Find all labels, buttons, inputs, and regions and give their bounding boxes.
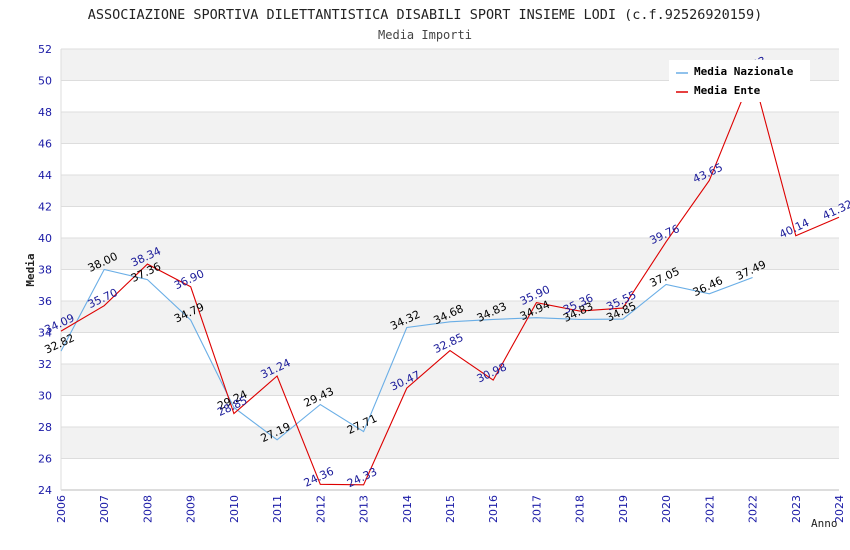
y-tick-label: 46 — [38, 138, 52, 151]
x-tick-label: 2009 — [185, 495, 198, 523]
y-tick-label: 24 — [38, 484, 52, 497]
x-tick-label: 2010 — [228, 495, 241, 523]
data-label: 24.33 — [345, 465, 379, 490]
background-band — [61, 112, 839, 144]
y-tick-labels: 24 26 28 30 32 34 36 38 40 42 44 46 48 50 52 — [38, 43, 52, 497]
x-tick-label: 2020 — [660, 495, 673, 523]
series-line-media-ente — [60, 71, 840, 486]
x-tick-label: 2017 — [530, 495, 543, 523]
plot-background — [61, 49, 839, 459]
chart-title: ASSOCIAZIONE SPORTIVA DILETTANTISTICA DI… — [88, 7, 763, 23]
x-tick-label: 2022 — [747, 495, 760, 523]
x-tick-label: 2023 — [790, 495, 803, 523]
x-tick-label: 2015 — [444, 495, 457, 523]
y-axis-label: Media — [24, 253, 37, 286]
x-tick-label: 2008 — [141, 495, 154, 523]
y-tick-label: 30 — [38, 390, 52, 403]
y-tick-label: 42 — [38, 201, 52, 214]
y-tick-label: 38 — [38, 264, 52, 277]
x-tick-label: 2024 — [833, 495, 846, 523]
series-lines — [60, 71, 840, 486]
legend-label-media-ente: Media Ente — [694, 84, 761, 97]
y-tick-label: 32 — [38, 358, 52, 371]
y-tick-label: 40 — [38, 232, 52, 245]
x-tick-label: 2016 — [487, 495, 500, 523]
y-gridlines — [61, 48, 839, 491]
y-tick-label: 26 — [38, 453, 52, 466]
legend: Media Nazionale Media Ente — [669, 60, 810, 102]
x-tick-label: 2012 — [314, 495, 327, 523]
background-band — [61, 427, 839, 459]
chart-subtitle: Media Importi — [378, 28, 472, 42]
y-tick-label: 44 — [38, 169, 52, 182]
x-tick-label: 2007 — [98, 495, 111, 523]
x-tick-label: 2014 — [401, 495, 414, 523]
data-label: 36.90 — [172, 267, 206, 292]
x-tick-label: 2021 — [703, 495, 716, 523]
x-tick-label: 2018 — [574, 495, 587, 523]
y-tick-label: 52 — [38, 43, 52, 56]
background-band — [61, 175, 839, 207]
x-tick-label: 2006 — [55, 495, 68, 523]
data-label: 40.14 — [777, 216, 811, 241]
background-band — [61, 238, 839, 270]
data-label: 24.36 — [302, 465, 336, 490]
background-band — [61, 364, 839, 396]
legend-label-media-nazionale: Media Nazionale — [694, 65, 794, 78]
series-line-media-nazionale — [60, 268, 753, 441]
y-tick-label: 28 — [38, 421, 52, 434]
x-tick-label: 2011 — [271, 495, 284, 523]
legend-box — [669, 60, 810, 102]
x-axis-label: Anno — [811, 517, 838, 530]
y-tick-label: 36 — [38, 295, 52, 308]
y-tick-label: 50 — [38, 75, 52, 88]
background-band — [61, 301, 839, 333]
data-label: 36.46 — [691, 274, 725, 299]
x-tick-labels: 2006 2007 2008 2009 2010 2011 2012 2013 2014 2015… — [55, 495, 846, 523]
y-tick-label: 34 — [38, 327, 52, 340]
x-tick-label: 2019 — [617, 495, 630, 523]
x-tick-label: 2013 — [358, 495, 371, 523]
y-tick-label: 48 — [38, 106, 52, 119]
